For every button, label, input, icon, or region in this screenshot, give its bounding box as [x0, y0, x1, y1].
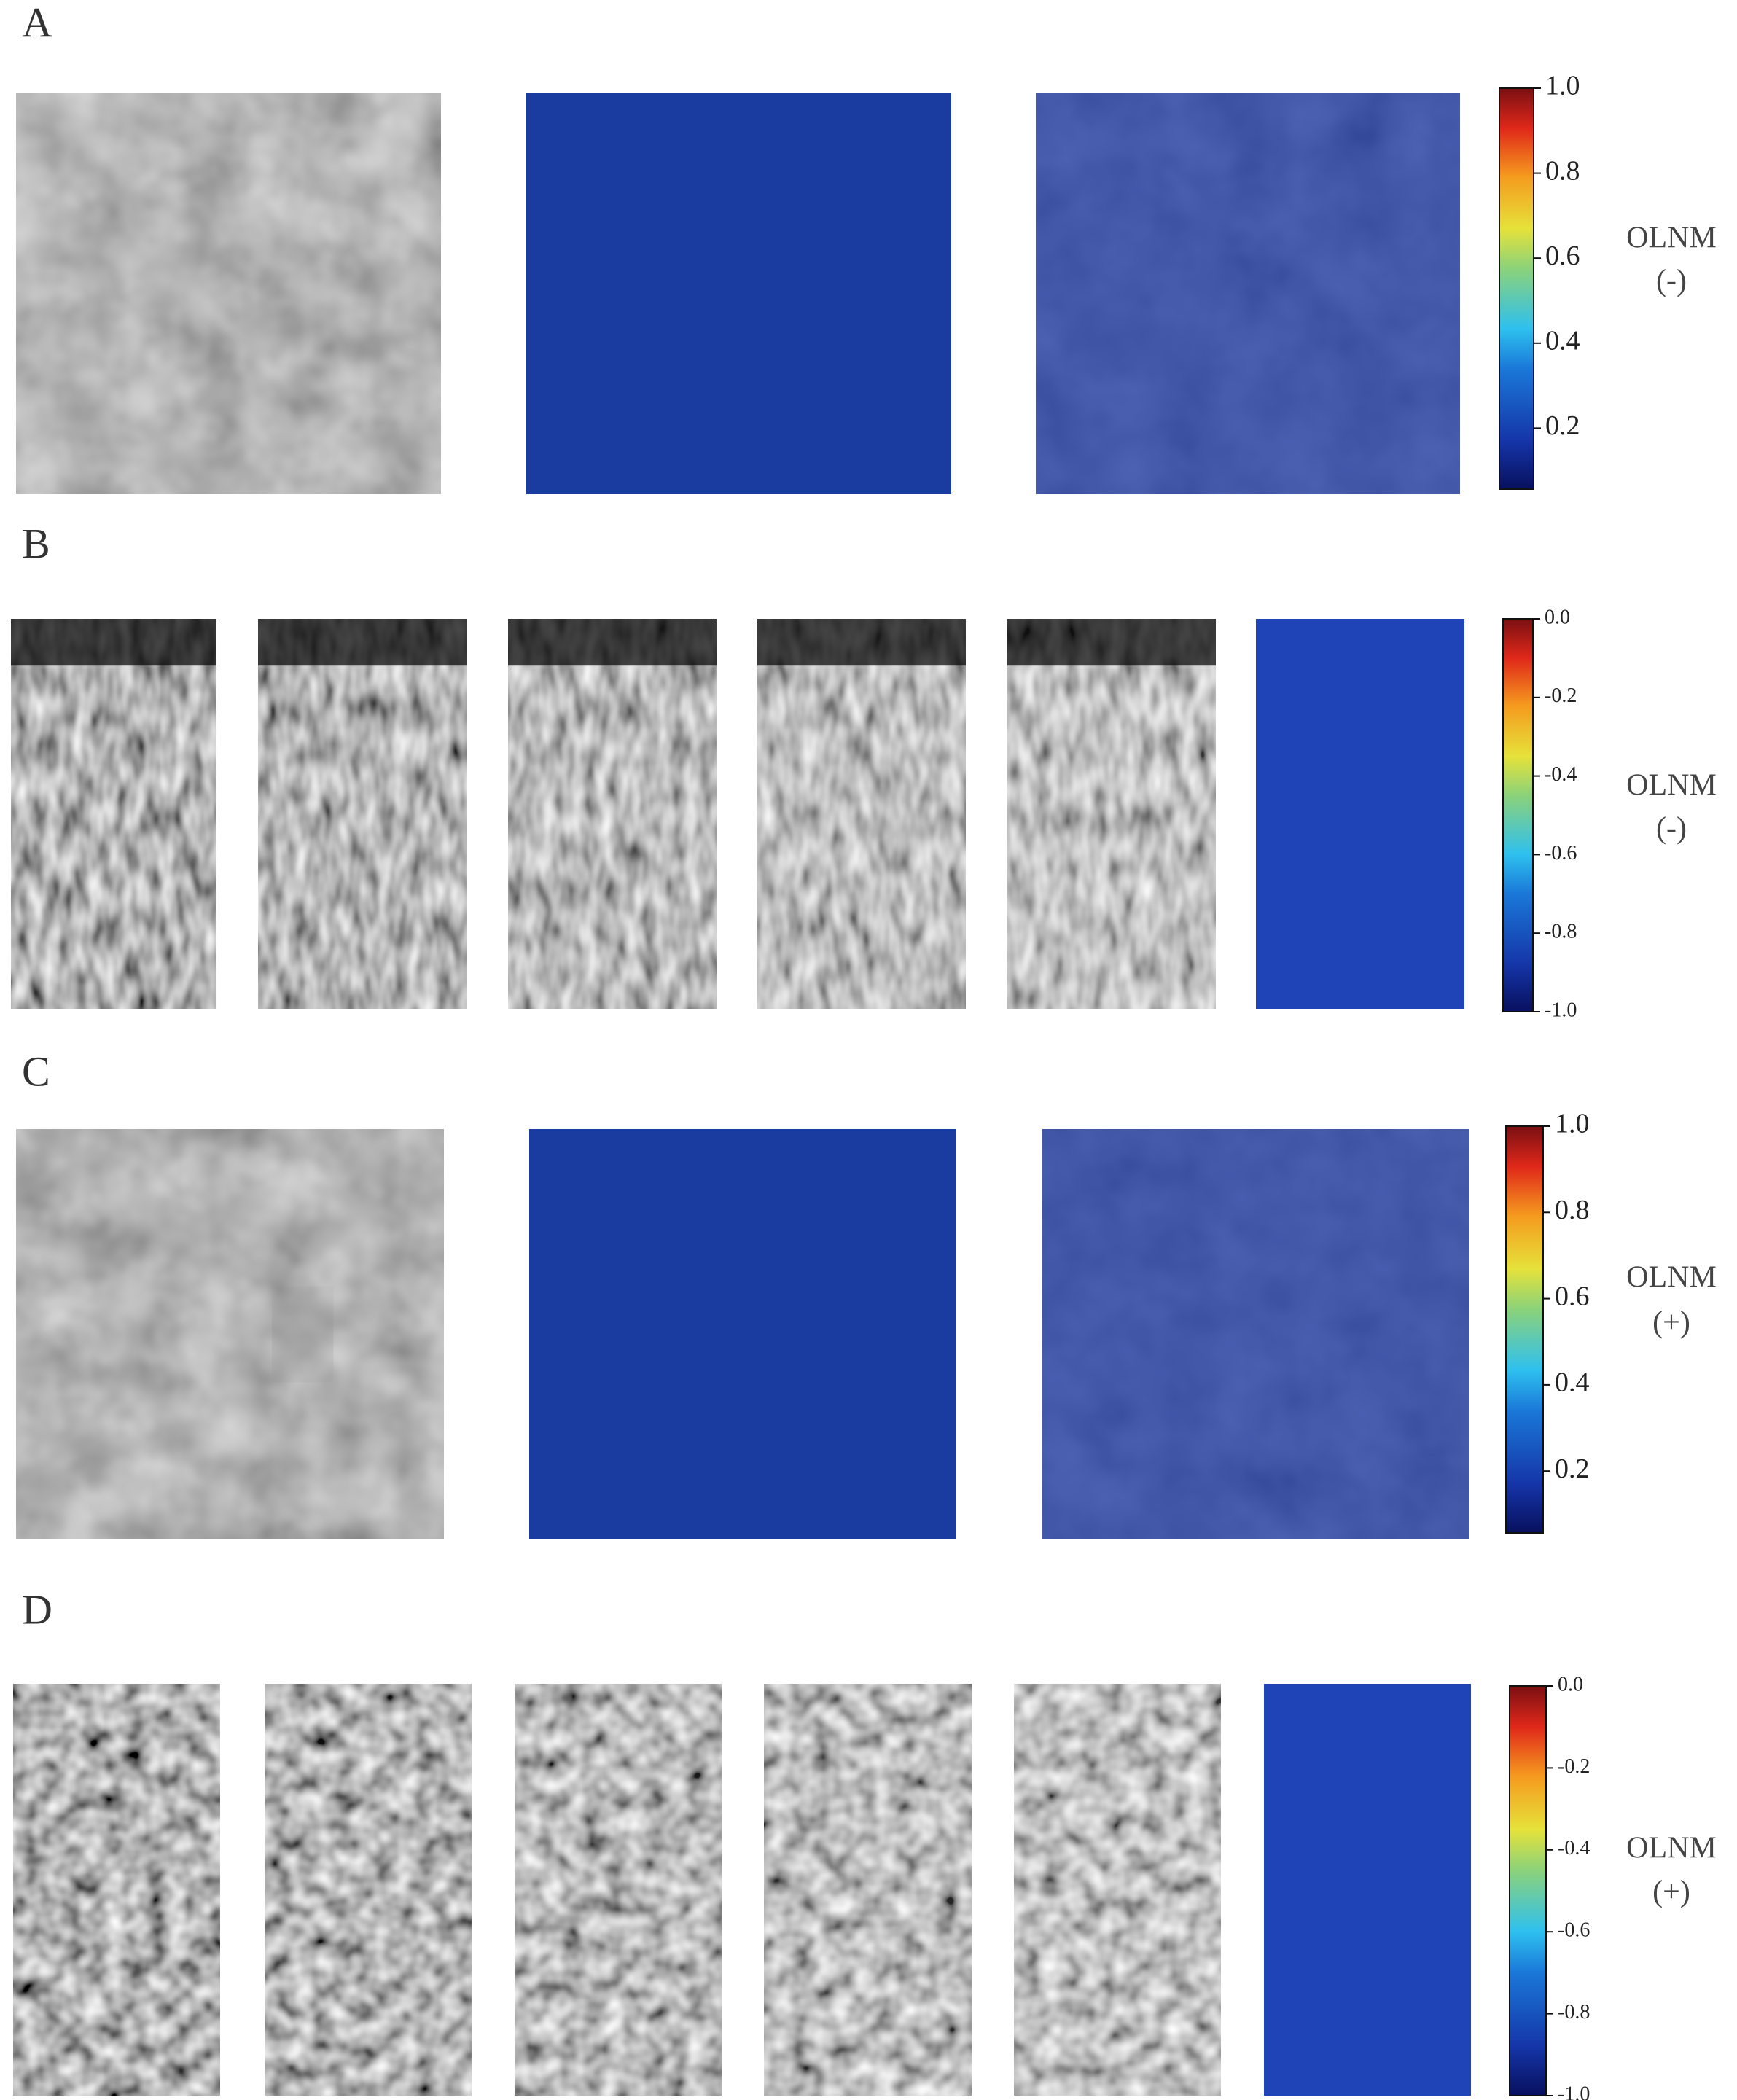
class-label: (-): [1656, 812, 1687, 846]
colorbar-tick-label: -0.2: [1545, 684, 1577, 707]
lesion: [277, 1294, 329, 1375]
panel-label: A: [22, 0, 52, 46]
ultrasound-image: [16, 93, 441, 494]
class-label: (+): [1652, 1306, 1690, 1340]
heat-base: [529, 1129, 956, 1539]
ultrasound-image: [757, 619, 966, 1009]
dark-top: [508, 619, 717, 666]
dark-top: [1007, 619, 1216, 666]
ultrasound-overlay: [1036, 93, 1460, 494]
colorbar-tick-label: -0.4: [1545, 763, 1577, 786]
ultrasound-image: [508, 619, 717, 1009]
colorbar-tick-label: -0.6: [1558, 1919, 1590, 1942]
heat-base: [526, 93, 951, 494]
panel-label: B: [22, 520, 50, 567]
class-label: (-): [1656, 265, 1687, 298]
ultrasound-image: [16, 1129, 444, 1539]
ultrasound-image: [1014, 1684, 1221, 2096]
ultrasound-image: [764, 1684, 972, 2096]
ultrasound-image: [1007, 619, 1216, 1009]
class-label: OLNM: [1626, 1832, 1717, 1865]
panel-label: D: [22, 1585, 52, 1633]
colorbar-tick-label: -1.0: [1545, 999, 1577, 1021]
colorbar-tick-label: -0.2: [1558, 1755, 1590, 1778]
colorbar-tick-label: -0.8: [1545, 921, 1577, 943]
colorbar-tick-label: 0.8: [1555, 1195, 1590, 1225]
colorbar-tick-label: -0.8: [1558, 2001, 1590, 2023]
colorbar: [1505, 1125, 1544, 1534]
colorbar: [1502, 618, 1534, 1012]
colorbar-tick-label: 1.0: [1545, 71, 1580, 101]
ultrasound-image: [265, 1684, 472, 2096]
class-label: OLNM: [1626, 769, 1717, 803]
ultrasound-image: [515, 1684, 722, 2096]
panel-label: C: [22, 1047, 50, 1095]
colorbar-tick-label: 0.0: [1558, 1673, 1583, 1695]
colorbar-tick-label: 1.0: [1555, 1109, 1590, 1139]
colorbar-tick-label: 0.0: [1545, 606, 1570, 628]
ultrasound-image: [11, 619, 216, 1009]
ultrasound-overlay: [1042, 1129, 1469, 1539]
colorbar-tick-label: 0.2: [1555, 1453, 1590, 1484]
colorbar-tick-label: 0.8: [1545, 155, 1580, 186]
dark-top: [11, 619, 216, 666]
ultrasound-image: [13, 1684, 220, 2096]
colorbar-tick-label: 0.4: [1545, 326, 1580, 356]
colorbar-tick-label: 0.6: [1555, 1281, 1590, 1311]
colorbar: [1499, 87, 1534, 490]
colorbar-tick-label: -1.0: [1558, 2083, 1590, 2100]
heat-base: [1256, 619, 1464, 1009]
colorbar-tick-label: 0.2: [1545, 410, 1580, 441]
dark-top: [757, 619, 966, 666]
class-label: (+): [1652, 1875, 1690, 1909]
class-label: OLNM: [1626, 222, 1717, 255]
ultrasound-image: [258, 619, 467, 1009]
colorbar-tick-label: -0.4: [1558, 1837, 1590, 1859]
colorbar-tick-label: 0.6: [1545, 241, 1580, 271]
colorbar-tick-label: -0.6: [1545, 842, 1577, 864]
colorbar: [1509, 1685, 1547, 2096]
dark-top: [258, 619, 467, 666]
heat-base: [1264, 1684, 1471, 2096]
colorbar-tick-label: 0.4: [1555, 1367, 1590, 1398]
class-label: OLNM: [1626, 1261, 1717, 1295]
